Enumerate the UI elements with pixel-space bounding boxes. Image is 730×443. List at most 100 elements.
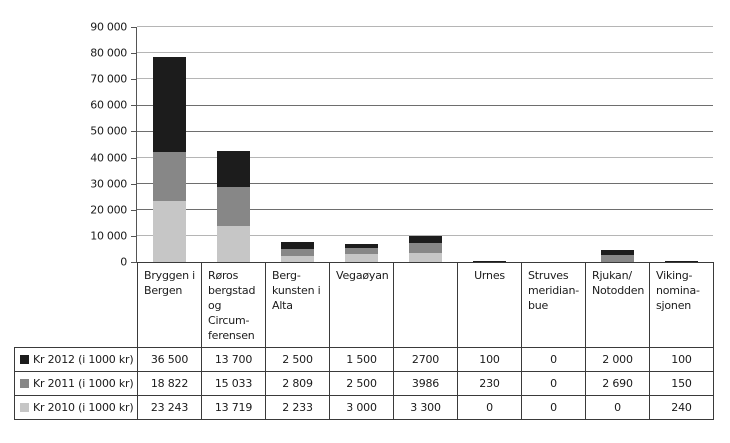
y-tick-label: 60 000 [90, 98, 127, 112]
table-cell-value: 2700 [393, 347, 458, 372]
table-row: Kr 2010 (i 1000 kr) 23 243 13 719 2 233 3 00… [14, 395, 714, 420]
y-tick-mark [131, 183, 137, 185]
y-tick-mark [131, 53, 137, 55]
y-tick-mark [131, 157, 137, 159]
bar-segment [345, 243, 378, 248]
bar-segment [409, 235, 442, 243]
table-cell-value: 2 500 [329, 371, 394, 396]
bar-segment [281, 242, 314, 249]
table-cell-value: 23 243 [137, 395, 202, 420]
y-tick-label: 20 000 [90, 203, 127, 217]
table-cell-value: 3 300 [393, 395, 458, 420]
legend-swatch-icon [20, 379, 29, 388]
table-cell-value: 18 822 [137, 371, 202, 396]
gridline [137, 209, 713, 211]
legend-label: Kr 2010 (i 1000 kr) [33, 401, 134, 414]
bar-segment [153, 56, 186, 153]
legend-entry: Kr 2011 (i 1000 kr) [14, 371, 138, 396]
table-cell-value: 2 690 [585, 371, 650, 396]
bar-segment [473, 261, 506, 262]
bar-segment [345, 247, 378, 255]
table-cell-value: 3986 [393, 371, 458, 396]
table-cell-value: 240 [649, 395, 714, 420]
bar-segment [153, 152, 186, 202]
bar-segment [409, 242, 442, 254]
y-tick-label: 50 000 [90, 124, 127, 138]
bar-segment [409, 253, 442, 262]
data-table: Bryggen i Bergen Røros bergstad og Circum-fer… [14, 262, 714, 420]
table-cell-value: 0 [585, 395, 650, 420]
legend-entry: Kr 2010 (i 1000 kr) [14, 395, 138, 420]
bar-segment [217, 226, 250, 262]
bar-segment [217, 151, 250, 187]
y-tick-mark [131, 209, 137, 211]
category-label: Viking-nomina-sjonen [649, 262, 714, 348]
table-cell-value: 13 719 [201, 395, 266, 420]
y-tick-label: 70 000 [90, 72, 127, 86]
gridline [137, 104, 713, 106]
category-label: Rjukan/Notodden [585, 262, 650, 348]
category-label: Røros bergstad og Circum-ferensen [201, 262, 266, 348]
legend-swatch-icon [20, 403, 29, 412]
table-cell-value: 36 500 [137, 347, 202, 372]
table-cell-value: 150 [649, 371, 714, 396]
legend-entry: Kr 2012 (i 1000 kr) [14, 347, 138, 372]
category-label: Bryggen i Bergen [137, 262, 202, 348]
gridline [137, 235, 713, 237]
table-cell-value: 100 [457, 347, 522, 372]
legend-label: Kr 2011 (i 1000 kr) [33, 377, 134, 390]
gridline [137, 52, 713, 54]
y-tick-mark [131, 105, 137, 107]
y-tick-mark [131, 235, 137, 237]
y-tick-label: 30 000 [90, 177, 127, 191]
gridline [137, 130, 713, 132]
y-tick-mark [131, 27, 137, 28]
y-axis-line [136, 27, 137, 262]
table-cell-value: 2 809 [265, 371, 330, 396]
table-cell-value: 15 033 [201, 371, 266, 396]
bar-segment [153, 201, 186, 262]
category-label: Vegaøyan [329, 262, 394, 348]
y-tick-label: 80 000 [90, 46, 127, 60]
bar-segment [601, 249, 634, 255]
y-tick-mark [131, 131, 137, 133]
table-cell-value: 0 [521, 395, 586, 420]
y-tick-label: 0 [120, 255, 127, 269]
table-cell-value: 0 [521, 371, 586, 396]
table-cell-value: 0 [521, 347, 586, 372]
category-label: Urnes [457, 262, 522, 348]
y-tick-label: 90 000 [90, 20, 127, 34]
table-cell-value: 1 500 [329, 347, 394, 372]
table-cell-value: 230 [457, 371, 522, 396]
y-tick-label: 10 000 [90, 229, 127, 243]
gridline [137, 182, 713, 184]
gridline [137, 26, 713, 28]
table-cell-value: 2 233 [265, 395, 330, 420]
bar-segment [281, 256, 314, 262]
table-cell-value: 2 500 [265, 347, 330, 372]
table-cell-value: 13 700 [201, 347, 266, 372]
category-label [393, 262, 458, 348]
table-row: Kr 2011 (i 1000 kr) 18 822 15 033 2 809 2 50… [14, 371, 714, 396]
bar-segment [601, 254, 634, 262]
bar-segment [345, 254, 378, 262]
table-cell-value: 3 000 [329, 395, 394, 420]
gridline [137, 156, 713, 158]
category-header-row: Bryggen i Bergen Røros bergstad og Circum-fer… [14, 262, 714, 348]
category-label: Berg-kunsten i Alta [265, 262, 330, 348]
category-label: Struves meridian-bue [521, 262, 586, 348]
bar-segment [665, 260, 698, 262]
gridline [137, 78, 713, 80]
table-cell-value: 100 [649, 347, 714, 372]
y-tick-mark [131, 79, 137, 81]
table-cell-value: 2 000 [585, 347, 650, 372]
table-cell-value: 0 [457, 395, 522, 420]
legend-swatch-icon [20, 355, 29, 364]
legend-label: Kr 2012 (i 1000 kr) [33, 353, 134, 366]
table-corner [14, 262, 138, 348]
bar-segment [217, 186, 250, 227]
bar-segment [281, 248, 314, 257]
y-tick-label: 40 000 [90, 151, 127, 165]
table-row: Kr 2012 (i 1000 kr) 36 500 13 700 2 500 1 50… [14, 347, 714, 372]
